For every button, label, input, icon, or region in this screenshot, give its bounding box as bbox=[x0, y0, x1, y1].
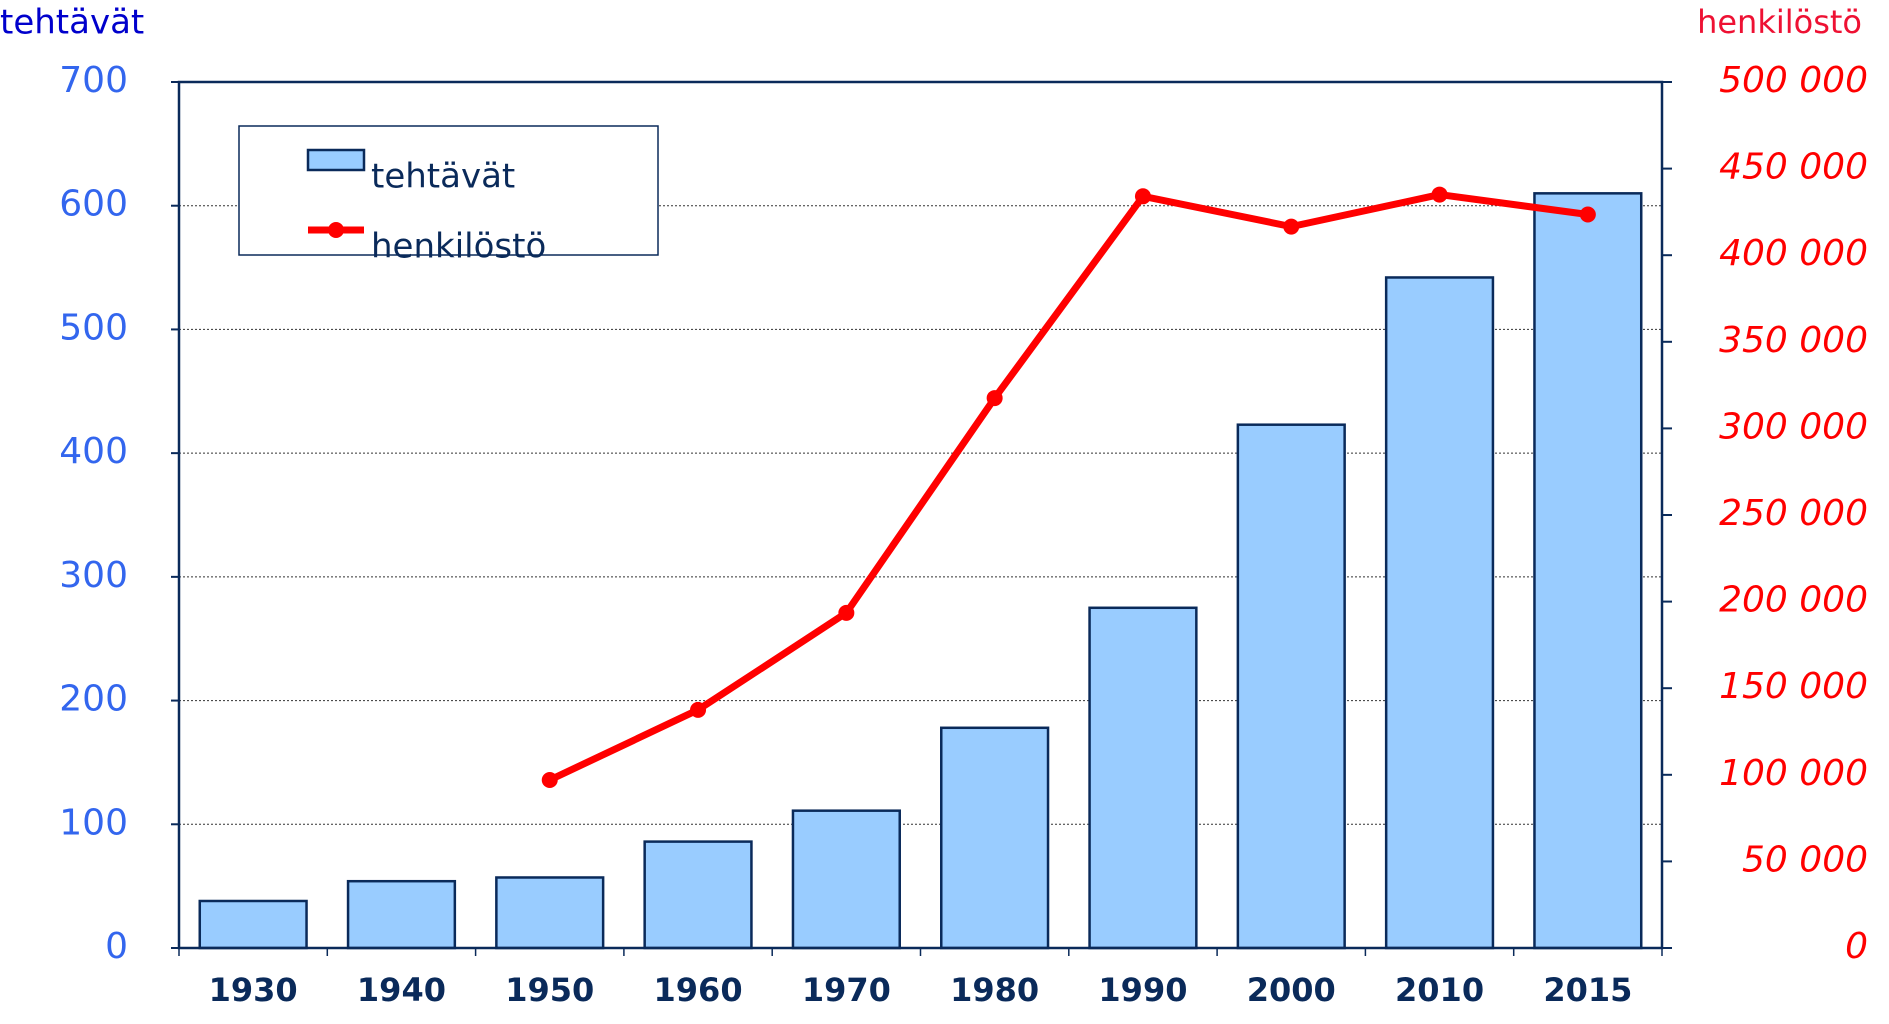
x-tick-label: 1960 bbox=[654, 971, 743, 1009]
bar bbox=[1533, 192, 1643, 950]
line-marker bbox=[838, 604, 855, 621]
plot-frame bbox=[177, 80, 1664, 950]
bar bbox=[1384, 276, 1495, 950]
y2-tick-label: 300 000 bbox=[1719, 406, 1868, 447]
x-tick-label: 2010 bbox=[1395, 971, 1484, 1009]
y2-tick-label: 350 000 bbox=[1719, 320, 1868, 361]
y2-tick-label: 500 000 bbox=[1719, 60, 1868, 101]
y2-axis-title: henkilöstö bbox=[1697, 3, 1862, 41]
y2-tick-label: 50 000 bbox=[1742, 839, 1868, 880]
y-tick-label: 200 bbox=[59, 679, 128, 720]
bar bbox=[1236, 423, 1346, 950]
y2-tick-label: 450 000 bbox=[1719, 147, 1868, 188]
line-marker bbox=[1579, 206, 1596, 223]
y2-tick-label: 100 000 bbox=[1719, 753, 1868, 794]
legend-label: tehtävät bbox=[371, 157, 515, 197]
y-tick-label: 0 bbox=[105, 926, 128, 967]
y-tick-label: 500 bbox=[59, 307, 128, 348]
line bbox=[548, 191, 1589, 784]
y-tick-label: 700 bbox=[59, 60, 128, 101]
line-marker bbox=[690, 701, 707, 718]
y2-tick-label: 200 000 bbox=[1719, 580, 1868, 621]
y2-tick-label: 0 bbox=[1845, 926, 1868, 967]
y-axis-title: tehtävät bbox=[0, 3, 144, 43]
bar bbox=[346, 879, 457, 950]
legend-swatch bbox=[306, 148, 366, 172]
bar bbox=[791, 809, 901, 950]
bar bbox=[940, 726, 1050, 950]
x-tick-label: 1990 bbox=[1098, 971, 1187, 1009]
x-tick-label: 1950 bbox=[505, 971, 594, 1009]
y2-tick-label: 250 000 bbox=[1719, 493, 1868, 534]
legend-swatch-marker bbox=[328, 222, 344, 238]
y-tick-label: 300 bbox=[59, 555, 128, 596]
line-marker bbox=[986, 390, 1003, 407]
line-marker bbox=[1431, 186, 1448, 203]
x-tick-label: 1940 bbox=[357, 971, 446, 1009]
bar bbox=[1088, 606, 1198, 950]
x-tick-label: 2000 bbox=[1247, 971, 1336, 1009]
y2-tick-label: 400 000 bbox=[1719, 233, 1868, 274]
line-marker bbox=[541, 771, 558, 788]
legend-box bbox=[238, 125, 659, 256]
line-marker bbox=[1134, 188, 1151, 205]
bar bbox=[198, 899, 308, 950]
x-tick-label: 1930 bbox=[209, 971, 298, 1009]
x-tick-label: 1970 bbox=[802, 971, 891, 1009]
x-tick-label: 2015 bbox=[1543, 971, 1632, 1009]
y-tick-label: 400 bbox=[59, 431, 128, 472]
y-tick-label: 100 bbox=[59, 802, 128, 843]
legend-label: henkilöstö bbox=[371, 227, 546, 267]
y2-tick-label: 150 000 bbox=[1719, 666, 1868, 707]
bar bbox=[495, 876, 605, 950]
bar bbox=[643, 840, 753, 950]
x-tick-label: 1980 bbox=[950, 971, 1039, 1009]
line-marker bbox=[1283, 218, 1300, 235]
y-tick-label: 600 bbox=[59, 184, 128, 225]
